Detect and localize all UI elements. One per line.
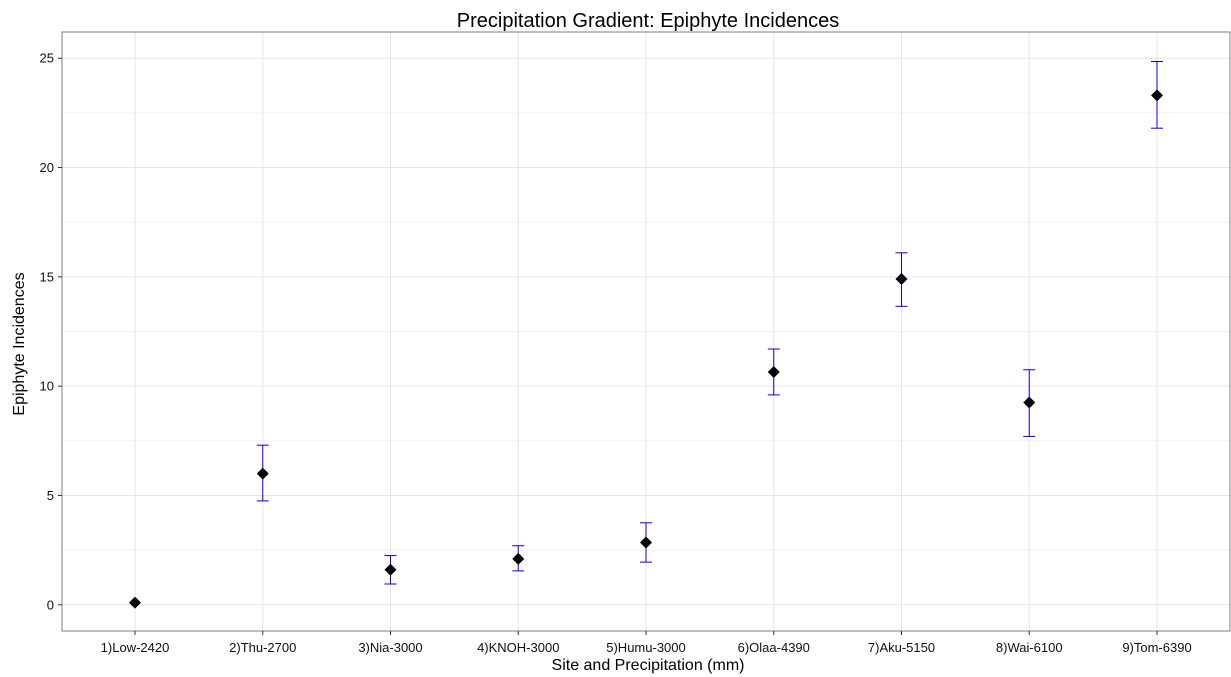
data-point bbox=[640, 536, 652, 549]
y-tick-label: 20 bbox=[40, 160, 54, 175]
data-points bbox=[129, 89, 1163, 609]
chart-title: Precipitation Gradient: Epiphyte Inciden… bbox=[457, 10, 839, 32]
y-tick-label: 5 bbox=[47, 488, 54, 503]
x-tick-label: 9)Tom-6390 bbox=[1122, 640, 1191, 655]
data-point bbox=[1151, 89, 1163, 102]
x-tick-label: 5)Humu-3000 bbox=[606, 640, 686, 655]
x-tick-label: 3)Nia-3000 bbox=[358, 640, 422, 655]
x-tick-label: 1)Low-2420 bbox=[101, 640, 170, 655]
data-point bbox=[1023, 396, 1036, 409]
x-tick-label: 8)Wai-6100 bbox=[996, 640, 1063, 655]
y-tick-label: 10 bbox=[40, 379, 54, 394]
y-tick-label: 25 bbox=[40, 51, 54, 66]
x-tick-label: 2)Thu-2700 bbox=[229, 640, 296, 655]
error-bars bbox=[256, 61, 1163, 585]
data-point bbox=[129, 596, 141, 609]
grid bbox=[62, 32, 1231, 631]
y-tick-label: 0 bbox=[47, 597, 54, 612]
data-point bbox=[256, 467, 269, 480]
data-point bbox=[895, 273, 908, 286]
x-tick-label: 4)KNOH-3000 bbox=[477, 640, 559, 655]
y-tick-label: 15 bbox=[40, 269, 54, 284]
x-tick-label: 6)Olaa-4390 bbox=[738, 640, 810, 655]
data-point bbox=[384, 563, 397, 576]
x-axis-label: Site and Precipitation (mm) bbox=[552, 657, 745, 674]
data-point bbox=[767, 365, 780, 378]
y-axis: 0 5 10 15 20 25 bbox=[40, 51, 62, 612]
data-point bbox=[512, 552, 525, 565]
y-axis-label: Epiphyte Incidences bbox=[11, 272, 28, 415]
x-tick-label: 7)Aku-5150 bbox=[868, 640, 935, 655]
x-axis: 1)Low-2420 2)Thu-2700 3)Nia-3000 4)KNOH-300… bbox=[101, 631, 1192, 655]
